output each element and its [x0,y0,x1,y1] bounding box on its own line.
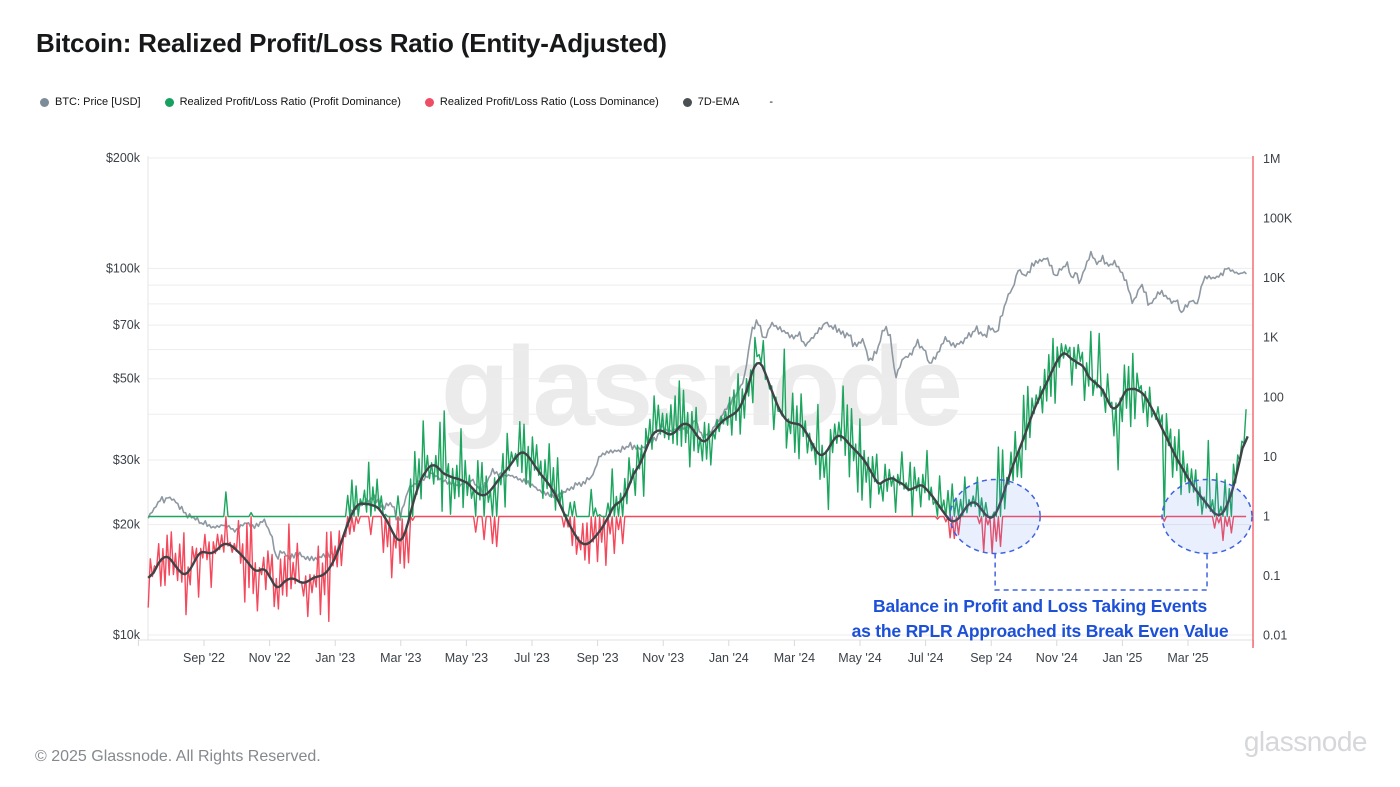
legend-item-3[interactable]: 7D-EMA [682,96,740,108]
svg-text:$20k: $20k [113,518,141,532]
svg-text:10K: 10K [1263,271,1286,285]
svg-text:Mar '25: Mar '25 [1167,651,1208,665]
svg-text:May '24: May '24 [838,651,881,665]
legend-item-0[interactable]: BTC: Price [USD] [40,96,141,108]
annotation-connector [994,553,1208,591]
price-ratio-chart[interactable]: Sep '22 Nov '22 Jan '23 Mar '23 May '23 Jul '… [0,0,1400,710]
legend-item-2[interactable]: Realized Profit/Loss Ratio (Loss Dominan… [424,96,659,108]
svg-text:1: 1 [1263,510,1270,524]
svg-text:Sep '24: Sep '24 [970,651,1012,665]
svg-text:$70k: $70k [113,318,141,332]
y-axis-price: $200k $100k $70k $50k $30k $20k $10k [106,151,141,642]
x-axis: Sep '22 Nov '22 Jan '23 Mar '23 May '23 Jul '… [137,640,1255,665]
legend-item-1[interactable]: Realized Profit/Loss Ratio (Profit Domin… [164,96,401,108]
svg-text:Sep '22: Sep '22 [183,651,225,665]
page-title: Bitcoin: Realized Profit/Loss Ratio (Ent… [36,28,667,58]
btc-price-line [147,250,1247,562]
ema-7d-line [147,352,1249,589]
svg-text:10: 10 [1263,450,1277,464]
svg-text:Jan '24: Jan '24 [709,651,749,665]
svg-text:1M: 1M [1263,152,1280,166]
legend-separator: - [769,96,773,108]
svg-text:100K: 100K [1263,212,1293,226]
rplr-profit-series [148,330,1247,518]
svg-text:0.01: 0.01 [1263,629,1287,643]
svg-text:Jan '25: Jan '25 [1102,651,1142,665]
dashed-circle-2 [1161,478,1253,555]
copyright-text: © 2025 Glassnode. All Rights Reserved. [35,748,321,765]
svg-text:1K: 1K [1263,331,1279,345]
svg-text:Mar '24: Mar '24 [774,651,815,665]
svg-text:$30k: $30k [113,453,141,467]
svg-text:Jan '23: Jan '23 [315,651,355,665]
legend-dot-icon [164,97,174,107]
annotation-line2: as the RPLR Approached its Break Even Va… [851,621,1229,641]
legend-label: Realized Profit/Loss Ratio (Profit Domin… [179,96,401,108]
legend-dot-icon [424,97,434,107]
legend-label: 7D-EMA [697,96,740,108]
svg-text:$200k: $200k [106,151,141,165]
svg-text:100: 100 [1263,390,1284,404]
svg-text:Sep '23: Sep '23 [577,651,619,665]
svg-text:Mar '23: Mar '23 [380,651,421,665]
svg-text:Jul '23: Jul '23 [514,651,550,665]
glassnode-watermark: glassnode [441,324,963,449]
legend-dot-icon [40,97,49,107]
glassnode-logo: glassnode [1243,726,1368,757]
svg-text:May '23: May '23 [445,651,488,665]
svg-text:0.1: 0.1 [1263,569,1280,583]
y-axis-ratio: 1M 100K 10K 1K 100 10 1 0.1 0.01 [1263,152,1293,643]
svg-text:$50k: $50k [113,372,141,386]
dashed-circle-1 [949,478,1041,555]
legend-dot-icon [682,97,692,107]
svg-text:Jul '24: Jul '24 [908,651,944,665]
svg-text:Nov '22: Nov '22 [249,651,291,665]
annotation-line1: Balance in Profit and Loss Taking Events [873,596,1207,616]
legend-label: BTC: Price [USD] [55,96,141,108]
legend-label: Realized Profit/Loss Ratio (Loss Dominan… [439,96,659,108]
svg-text:Nov '23: Nov '23 [642,651,684,665]
svg-text:$100k: $100k [106,261,141,275]
svg-text:$10k: $10k [113,628,141,642]
chart-legend: BTC: Price [USD] Realized Profit/Loss Rat… [40,96,773,108]
gridlines [148,157,1253,636]
svg-text:Nov '24: Nov '24 [1036,651,1078,665]
annotation-circles [949,478,1253,591]
rplr-loss-series [147,515,1247,623]
annotation-text: Balance in Profit and Loss Taking Events… [828,594,1252,644]
